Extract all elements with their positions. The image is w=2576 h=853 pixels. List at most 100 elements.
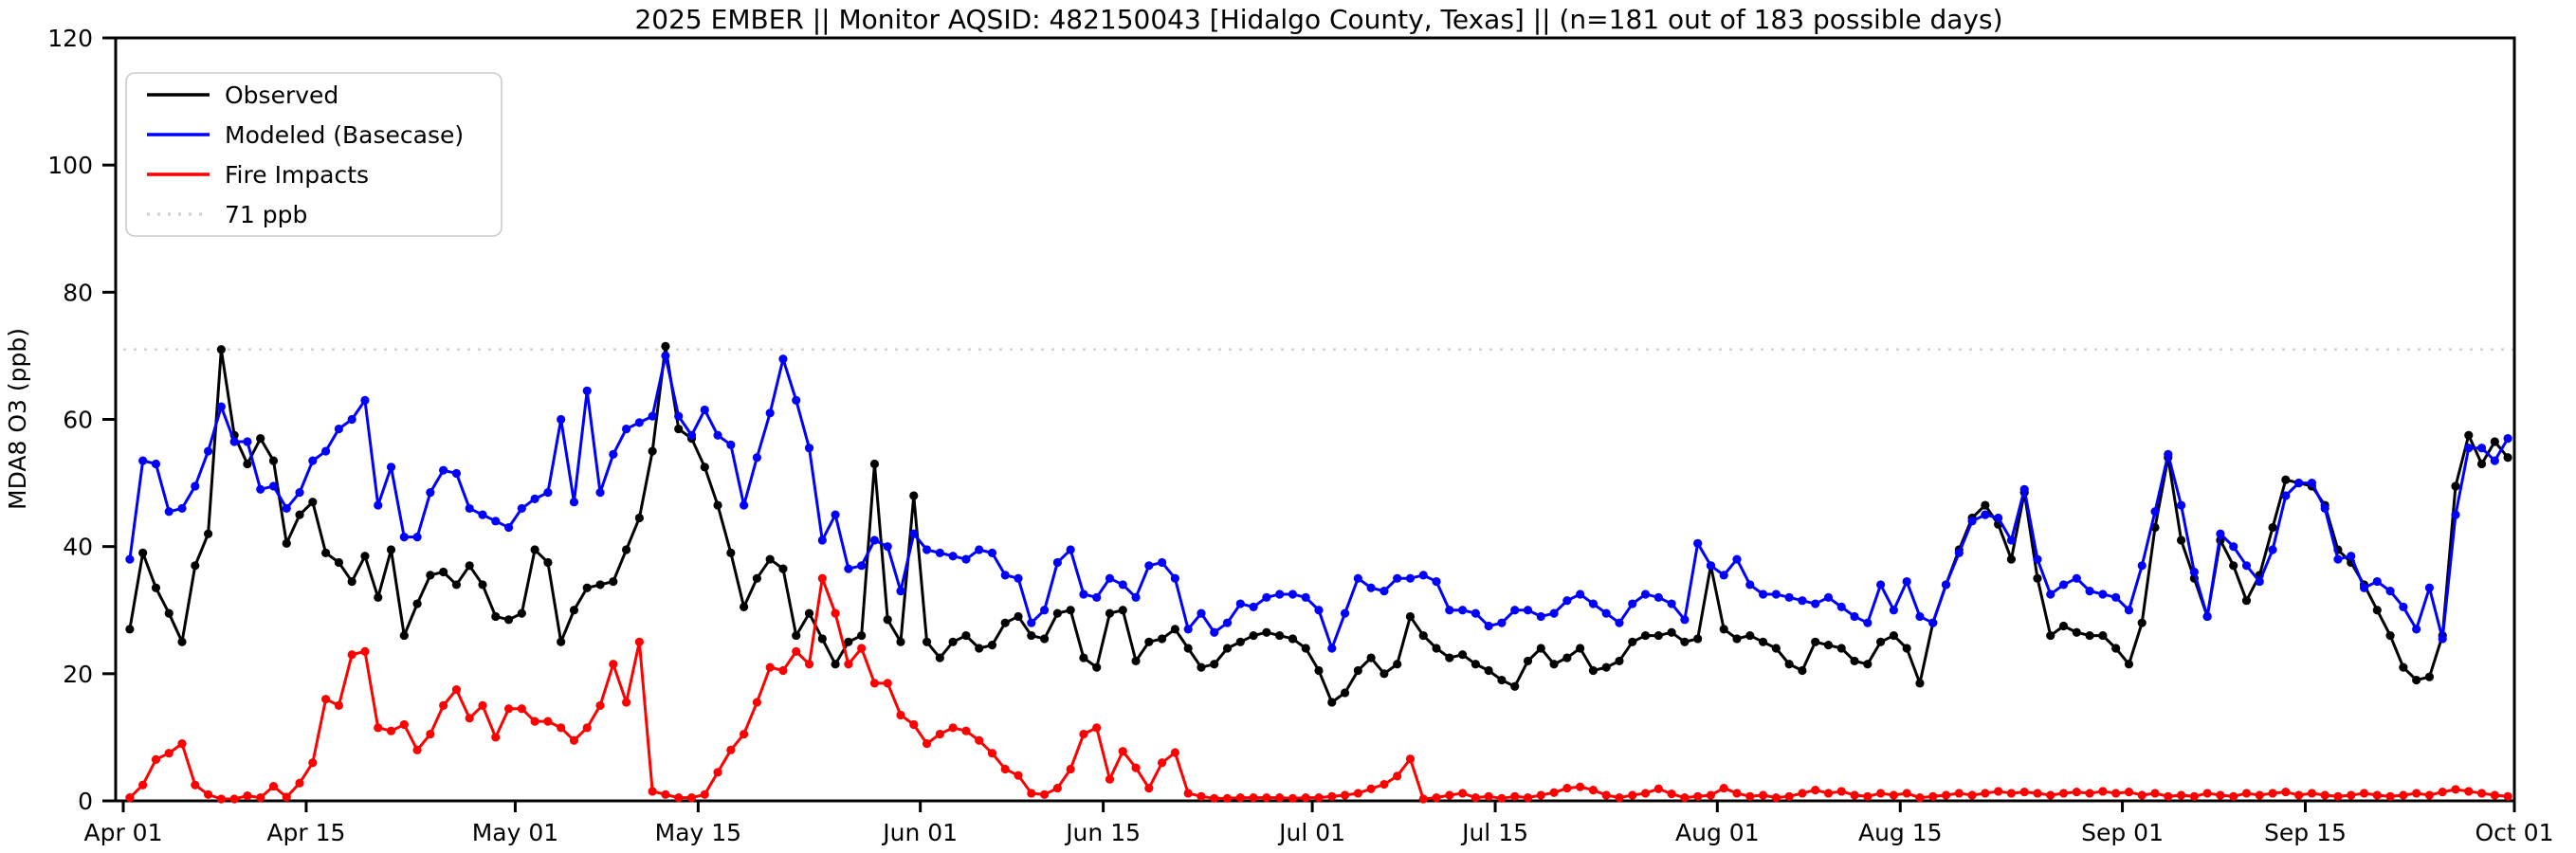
series-point-fire-impacts (1732, 789, 1742, 798)
series-point-fire-impacts (1210, 793, 1219, 803)
series-point-fire-impacts (700, 789, 709, 799)
series-point-fire-impacts (1653, 784, 1663, 793)
series-point-fire-impacts (1471, 793, 1480, 803)
series-point-fire-impacts (648, 787, 657, 796)
series-point-fire-impacts (1314, 793, 1324, 803)
series-point-fire-impacts (243, 791, 252, 801)
series-point-fire-impacts (1536, 790, 1545, 800)
series-point-observed (1235, 637, 1245, 646)
series-point-modeled-basecase (1549, 608, 1559, 618)
series-point-observed (503, 615, 514, 625)
series-point-observed (817, 634, 827, 644)
series-point-modeled-basecase (478, 510, 487, 519)
series-point-observed (1131, 656, 1141, 666)
series-point-modeled-basecase (2006, 535, 2017, 545)
series-point-fire-impacts (1876, 789, 1886, 798)
series-point-observed (1798, 665, 1807, 676)
series-point-fire-impacts (138, 780, 148, 789)
series-point-observed (1262, 627, 1271, 637)
series-point-modeled-basecase (1889, 606, 1898, 615)
series-point-modeled-basecase (268, 481, 279, 491)
series-point-fire-impacts (1954, 789, 1964, 798)
series-point-fire-impacts (1576, 782, 1585, 791)
series-point-fire-impacts (2268, 789, 2277, 798)
series-point-observed (2412, 675, 2421, 685)
series-point-observed (1105, 608, 1115, 618)
series-point-fire-impacts (426, 729, 435, 739)
series-point-modeled-basecase (1170, 573, 1180, 583)
y-tick-label: 80 (63, 279, 93, 306)
series-point-observed (922, 637, 932, 646)
y-tick-label: 120 (47, 25, 93, 52)
chart-title: 2025 EMBER || Monitor AQSID: 482150043 [… (634, 4, 2002, 35)
series-point-fire-impacts (1118, 747, 1127, 756)
series-point-fire-impacts (778, 665, 788, 676)
series-point-observed (1393, 660, 1402, 669)
series-point-fire-impacts (1523, 793, 1533, 803)
series-point-observed (1418, 630, 1428, 641)
series-point-fire-impacts (1262, 793, 1271, 803)
series-point-observed (268, 456, 279, 465)
series-point-fire-impacts (2281, 788, 2291, 797)
series-point-observed (896, 637, 905, 646)
series-point-observed (831, 660, 840, 669)
series-point-fire-impacts (1628, 790, 1637, 800)
legend-box (125, 72, 502, 237)
series-point-fire-impacts (543, 717, 553, 726)
series-point-modeled-basecase (1471, 608, 1480, 618)
series-point-modeled-basecase (804, 444, 814, 453)
series-point-modeled-basecase (2359, 583, 2369, 592)
series-point-modeled-basecase (1588, 599, 1599, 608)
series-point-fire-impacts (661, 789, 670, 799)
series-point-observed (1301, 644, 1310, 653)
series-point-observed (1863, 660, 1873, 669)
series-point-observed (1000, 618, 1010, 627)
series-point-modeled-basecase (1314, 606, 1324, 615)
series-point-modeled-basecase (1144, 561, 1154, 571)
series-point-observed (792, 630, 801, 641)
series-point-observed (804, 608, 814, 618)
series-point-modeled-basecase (2229, 542, 2238, 552)
series-point-observed (1118, 606, 1127, 615)
series-point-observed (609, 576, 618, 587)
y-tick-label: 100 (47, 152, 93, 179)
series-point-observed (1197, 662, 1206, 672)
series-point-modeled-basecase (543, 488, 553, 498)
series-point-modeled-basecase (399, 533, 409, 542)
series-point-modeled-basecase (1301, 592, 1310, 602)
series-point-observed (1523, 656, 1533, 666)
x-tick-label: Aug 01 (1675, 819, 1760, 846)
series-point-modeled-basecase (922, 545, 932, 554)
series-point-fire-impacts (1562, 783, 1572, 793)
series-point-modeled-basecase (2241, 561, 2252, 571)
series-point-observed (778, 564, 788, 573)
series-point-fire-impacts (478, 700, 487, 710)
series-point-fire-impacts (1000, 764, 1010, 774)
series-point-modeled-basecase (1066, 545, 1075, 554)
series-point-fire-impacts (1052, 783, 1062, 793)
series-point-observed (740, 602, 749, 611)
series-point-modeled-basecase (1928, 618, 1938, 627)
series-point-observed (1771, 644, 1781, 653)
series-point-observed (399, 630, 409, 641)
series-point-fire-impacts (1158, 758, 1167, 768)
x-tick-label: Aug 15 (1858, 819, 1943, 846)
series-point-fire-impacts (1798, 789, 1807, 798)
series-point-fire-impacts (883, 679, 892, 688)
series-point-fire-impacts (1405, 754, 1416, 764)
series-point-modeled-basecase (1523, 606, 1533, 615)
series-point-observed (1379, 669, 1389, 679)
series-point-fire-impacts (1301, 793, 1310, 803)
series-point-fire-impacts (1066, 764, 1075, 774)
series-point-observed (1836, 644, 1846, 653)
series-point-fire-impacts (2006, 789, 2017, 798)
series-point-modeled-basecase (1222, 618, 1233, 627)
series-point-modeled-basecase (1954, 548, 1964, 557)
series-point-observed (1915, 679, 1925, 688)
series-point-observed (2490, 437, 2499, 446)
series-point-fire-impacts (792, 646, 801, 656)
series-point-fire-impacts (2399, 790, 2408, 800)
series-point-observed (295, 510, 304, 519)
series-point-observed (595, 580, 605, 590)
series-point-modeled-basecase (1027, 618, 1036, 627)
